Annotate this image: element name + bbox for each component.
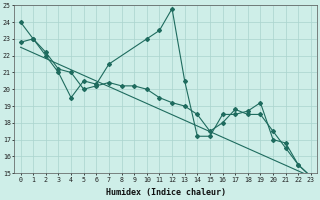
X-axis label: Humidex (Indice chaleur): Humidex (Indice chaleur) <box>106 188 226 197</box>
